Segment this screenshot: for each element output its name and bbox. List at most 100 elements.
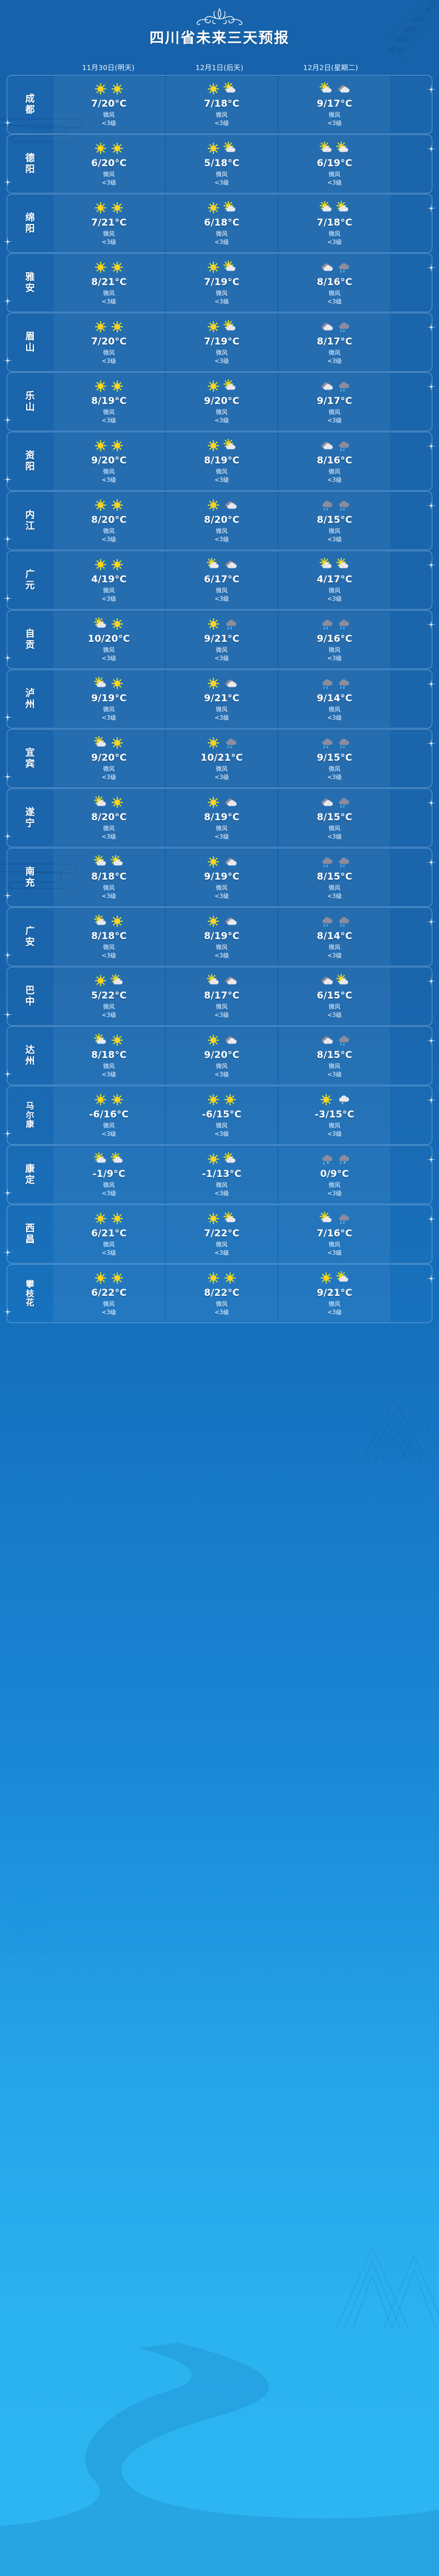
weather-icon-sleet: * xyxy=(322,1155,333,1166)
forecast-cell-7-1[interactable]: 8/20°C 微风 <3级 xyxy=(166,492,277,549)
weather-icon-sun xyxy=(207,797,219,808)
wind-info: 微风 <3级 xyxy=(214,409,229,424)
forecast-cell-17-2[interactable]: * -3/15°C 微风 <3级 xyxy=(279,1087,390,1144)
forecast-row: 乐山 8/19°C 微风 <3级 9/20°C 微风 <3级 9/17°C 微风 <3级 xyxy=(7,372,432,431)
temperature-range: 9/15°C xyxy=(317,752,352,764)
forecast-cell-14-1[interactable]: 8/19°C 微风 <3级 xyxy=(166,908,277,965)
forecast-cell-16-1[interactable]: 9/20°C 微风 <3级 xyxy=(166,1027,277,1084)
forecast-cell-18-1[interactable]: -1/13°C 微风 <3级 xyxy=(166,1146,277,1203)
temperature-range: 7/18°C xyxy=(317,217,352,229)
forecast-cell-14-0[interactable]: 8/18°C 微风 <3级 xyxy=(53,908,164,965)
forecast-cell-2-0[interactable]: 7/21°C 微风 <3级 xyxy=(53,195,164,252)
forecast-cell-5-0[interactable]: 8/19°C 微风 <3级 xyxy=(53,373,164,430)
weather-icons xyxy=(207,260,237,274)
forecast-cell-19-2[interactable]: 7/16°C 微风 <3级 xyxy=(279,1206,390,1262)
forecast-cell-16-2[interactable]: 8/15°C 微风 <3级 xyxy=(279,1027,390,1084)
forecast-cell-19-1[interactable]: 7/22°C 微风 <3级 xyxy=(166,1206,277,1262)
forecast-cell-4-2[interactable]: 8/17°C 微风 <3级 xyxy=(279,314,390,371)
forecast-cell-11-1[interactable]: 10/21°C 微风 <3级 xyxy=(166,730,277,787)
forecast-cell-1-2[interactable]: 6/19°C 微风 <3级 xyxy=(279,136,390,192)
weather-icon-sun xyxy=(111,440,123,452)
forecast-cell-15-1[interactable]: 8/17°C 微风 <3级 xyxy=(166,968,277,1025)
forecast-cell-9-1[interactable]: 9/21°C 微风 <3级 xyxy=(166,611,277,668)
forecast-cell-7-0[interactable]: 8/20°C 微风 <3级 xyxy=(53,492,164,549)
forecast-row: 资阳 9/20°C 微风 <3级 8/19°C 微风 <3级 8/16°C 微风 <3级 xyxy=(7,432,432,491)
forecast-cell-10-1[interactable]: 9/21°C 微风 <3级 xyxy=(166,671,277,727)
forecast-cell-3-2[interactable]: 8/16°C 微风 <3级 xyxy=(279,254,390,311)
forecast-cell-9-0[interactable]: 10/20°C 微风 <3级 xyxy=(53,611,164,668)
weather-icon-sun-cloud xyxy=(223,439,236,450)
forecast-cell-4-1[interactable]: 7/19°C 微风 <3级 xyxy=(166,314,277,371)
weather-icons xyxy=(320,141,350,156)
forecast-cell-12-0[interactable]: 8/20°C 微风 <3级 xyxy=(53,790,164,846)
forecast-cell-9-2[interactable]: 9/16°C 微风 <3级 xyxy=(279,611,390,668)
forecast-cell-19-0[interactable]: 6/21°C 微风 <3级 xyxy=(53,1206,164,1262)
forecast-cell-20-2[interactable]: 9/21°C 微风 <3级 xyxy=(279,1265,390,1322)
forecast-cell-16-0[interactable]: 8/18°C 微风 <3级 xyxy=(53,1027,164,1084)
weather-icon-sun xyxy=(111,1272,123,1284)
forecast-cell-15-0[interactable]: 5/22°C 微风 <3级 xyxy=(53,968,164,1025)
forecast-cell-13-1[interactable]: 9/19°C 微风 <3级 xyxy=(166,849,277,906)
weather-icon-sun-cloud xyxy=(336,974,348,985)
weather-icon-rain xyxy=(322,620,333,630)
weather-icon-sun xyxy=(111,1213,123,1225)
forecast-cell-2-2[interactable]: 7/18°C 微风 <3级 xyxy=(279,195,390,252)
forecast-cell-8-2[interactable]: 4/17°C 微风 <3级 xyxy=(279,552,390,608)
wind-info: 微风 <3级 xyxy=(102,1122,116,1137)
forecast-cell-17-1[interactable]: -6/15°C 微风 <3级 xyxy=(166,1087,277,1144)
forecast-cell-0-1[interactable]: 7/18°C 微风 <3级 xyxy=(166,76,277,133)
wind-info: 微风 <3级 xyxy=(102,171,116,186)
forecast-cell-18-0[interactable]: -1/9°C 微风 <3级 xyxy=(53,1146,164,1203)
forecast-cell-17-0[interactable]: -6/16°C 微风 <3级 xyxy=(53,1087,164,1144)
weather-icon-sun xyxy=(111,381,123,392)
forecast-cell-11-2[interactable]: 9/15°C 微风 <3级 xyxy=(279,730,390,787)
forecast-cell-14-2[interactable]: 8/14°C 微风 <3级 xyxy=(279,908,390,965)
forecast-cell-12-1[interactable]: 8/19°C 微风 <3级 xyxy=(166,790,277,846)
wind-info: 微风 <3级 xyxy=(214,885,229,900)
forecast-cell-8-0[interactable]: 4/19°C 微风 <3级 xyxy=(53,552,164,608)
forecast-cell-13-2[interactable]: 8/15°C 微风 <3级 xyxy=(279,849,390,906)
forecast-cell-6-0[interactable]: 9/20°C 微风 <3级 xyxy=(53,433,164,490)
forecast-cell-5-2[interactable]: 9/17°C 微风 <3级 xyxy=(279,373,390,430)
weather-icon-sun xyxy=(207,678,219,690)
forecast-cell-11-0[interactable]: 9/20°C 微风 <3级 xyxy=(53,730,164,787)
wind-info: 微风 <3级 xyxy=(327,885,342,900)
weather-icons xyxy=(207,1271,237,1285)
wind-info: 微风 <3级 xyxy=(214,231,229,246)
weather-icons xyxy=(94,1152,124,1166)
forecast-cell-7-2[interactable]: 8/15°C 微风 <3级 xyxy=(279,492,390,549)
forecast-cell-1-0[interactable]: 6/20°C 微风 <3级 xyxy=(53,136,164,192)
forecast-cell-15-2[interactable]: 6/15°C 微风 <3级 xyxy=(279,968,390,1025)
forecast-cell-18-2[interactable]: * * 0/9°C 微风 <3级 xyxy=(279,1146,390,1203)
forecast-cell-13-0[interactable]: 8/18°C 微风 <3级 xyxy=(53,849,164,906)
forecast-cell-12-2[interactable]: 8/15°C 微风 <3级 xyxy=(279,790,390,846)
wind-info: 微风 <3级 xyxy=(102,528,116,543)
forecast-cell-8-1[interactable]: 6/17°C 微风 <3级 xyxy=(166,552,277,608)
forecast-cell-3-0[interactable]: 8/21°C 微风 <3级 xyxy=(53,254,164,311)
weather-icon-sun-cloud xyxy=(320,142,332,152)
forecast-cell-0-2[interactable]: 9/17°C 微风 <3级 xyxy=(279,76,390,133)
forecast-cell-20-0[interactable]: 6/22°C 微风 <3级 xyxy=(53,1265,164,1322)
forecast-cell-10-2[interactable]: 9/14°C 微风 <3级 xyxy=(279,671,390,727)
forecast-cell-10-0[interactable]: 9/19°C 微风 <3级 xyxy=(53,671,164,727)
forecast-cell-0-0[interactable]: 7/20°C 微风 <3级 xyxy=(53,76,164,133)
forecast-cell-1-1[interactable]: 5/18°C 微风 <3级 xyxy=(166,136,277,192)
forecast-cell-6-2[interactable]: 8/16°C 微风 <3级 xyxy=(279,433,390,490)
weather-icon-cloud xyxy=(225,680,237,687)
weather-icon-rain xyxy=(339,620,350,630)
temperature-range: 7/21°C xyxy=(91,217,127,229)
forecast-cell-2-1[interactable]: 6/18°C 微风 <3级 xyxy=(166,195,277,252)
forecast-row: 内江 8/20°C 微风 <3级 8/20°C 微风 <3级 8/15°C 微风 <3级 xyxy=(7,491,432,550)
weather-icons xyxy=(94,201,124,215)
forecast-row: 广元 4/19°C 微风 <3级 6/17°C 微风 <3级 4/17°C 微风 <3级 xyxy=(7,551,432,610)
forecast-cell-6-1[interactable]: 8/19°C 微风 <3级 xyxy=(166,433,277,490)
temperature-range: 8/14°C xyxy=(317,931,352,942)
weather-icons xyxy=(94,260,124,274)
forecast-cell-4-0[interactable]: 7/20°C 微风 <3级 xyxy=(53,314,164,371)
forecast-cell-3-1[interactable]: 7/19°C 微风 <3级 xyxy=(166,254,277,311)
forecast-cell-5-1[interactable]: 9/20°C 微风 <3级 xyxy=(166,373,277,430)
forecast-cell-20-1[interactable]: 8/22°C 微风 <3级 xyxy=(166,1265,277,1322)
temperature-range: 6/17°C xyxy=(204,574,240,586)
city-label-12: 遂宁 xyxy=(25,806,36,829)
weather-icon-rain xyxy=(226,738,237,749)
